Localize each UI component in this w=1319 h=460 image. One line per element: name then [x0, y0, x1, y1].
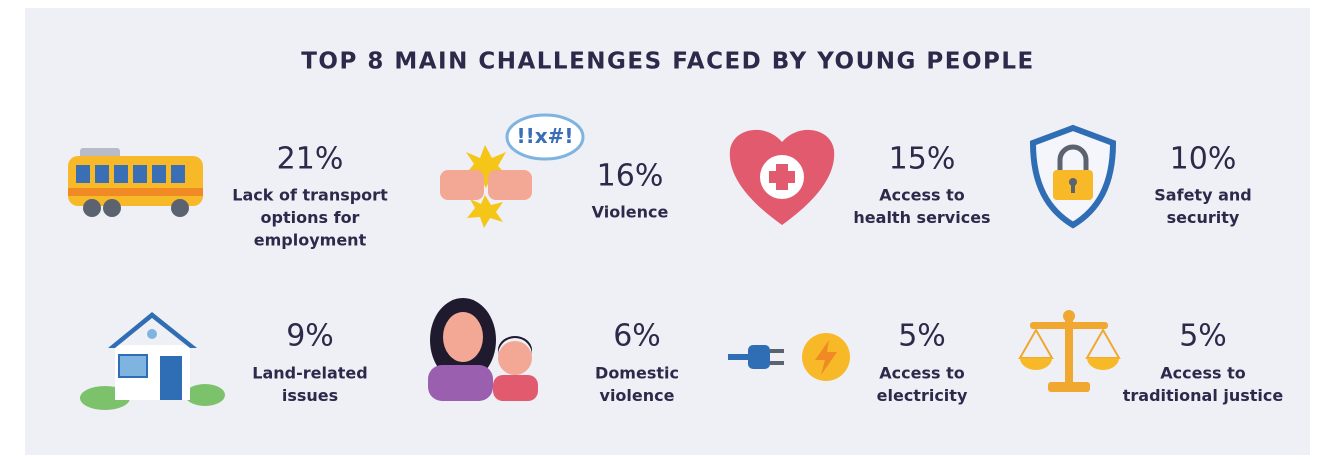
challenge-label: options for	[261, 208, 360, 227]
challenge-label: issues	[282, 386, 338, 405]
challenge-label: Domestic	[595, 364, 679, 383]
title: TOP 8 MAIN CHALLENGES FACED BY YOUNG PEO…	[301, 49, 1035, 75]
challenge-label: Safety and	[1154, 186, 1251, 205]
infographic: TOP 8 MAIN CHALLENGES FACED BY YOUNG PEO…	[0, 0, 1319, 460]
page: {"title": "TOP 8 MAIN CHALLENGES FACED B…	[0, 0, 1319, 460]
percentage: 16%	[597, 159, 664, 194]
percentage: 21%	[277, 142, 344, 177]
percentage: 5%	[1179, 319, 1227, 354]
challenge-label: Access to	[879, 364, 964, 383]
percentage: 5%	[898, 319, 946, 354]
challenge-label: Access to	[879, 186, 964, 205]
challenge-label: Land-related	[252, 364, 367, 383]
svg-text:!!x#!: !!x#!	[516, 124, 573, 148]
challenge-label: traditional justice	[1123, 386, 1284, 405]
challenge-label: Access to	[1160, 364, 1245, 383]
challenge-label: violence	[600, 386, 675, 405]
percentage: 6%	[613, 319, 661, 354]
percentage: 15%	[889, 142, 956, 177]
percentage: 9%	[286, 319, 334, 354]
challenge-label: employment	[254, 231, 367, 250]
challenge-label: Lack of transport	[232, 186, 388, 205]
challenge-label: security	[1167, 208, 1240, 227]
challenge-label: electricity	[877, 386, 968, 405]
challenge-label: Violence	[592, 203, 669, 222]
percentage: 10%	[1170, 142, 1237, 177]
challenge-label: health services	[853, 208, 990, 227]
